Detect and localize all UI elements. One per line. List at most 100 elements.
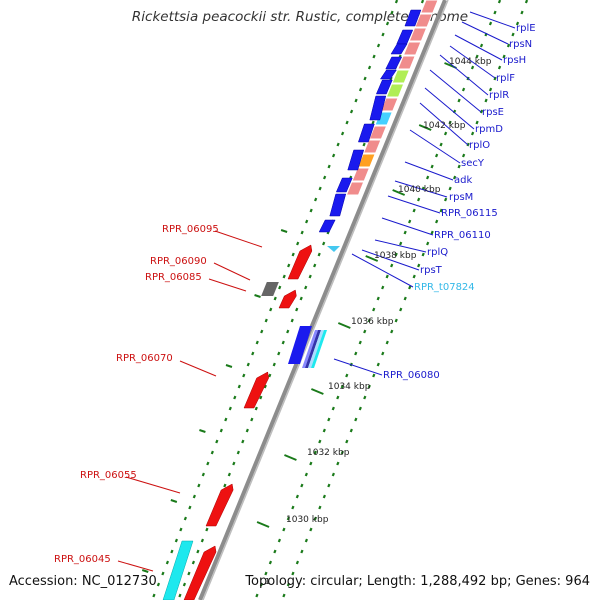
- track-dot: [236, 450, 240, 455]
- leader-line: [374, 239, 427, 253]
- track-dot: [251, 351, 255, 356]
- track-dot: [313, 263, 317, 268]
- track-dot: [358, 340, 362, 345]
- track-dot: [282, 593, 286, 598]
- gene-label-rpsN[interactable]: rpsN: [509, 39, 532, 50]
- track-dot: [282, 274, 286, 279]
- gene-label-rplO[interactable]: rplO: [469, 140, 490, 151]
- track-dot: [259, 582, 264, 587]
- gene-label-RPR_t07824[interactable]: RPR_t07824: [414, 282, 475, 293]
- track-dot: [183, 516, 188, 521]
- gene-label-rpsM[interactable]: rpsM: [449, 192, 473, 203]
- track-dot: [264, 318, 268, 323]
- gene-label-RPR_06095[interactable]: RPR_06095: [162, 224, 219, 235]
- track-dot: [497, 65, 502, 70]
- gene-label-adk[interactable]: adk: [454, 175, 472, 186]
- track-dot: [268, 560, 273, 565]
- track-dot: [385, 21, 390, 26]
- gene-label-secY[interactable]: secY: [461, 158, 485, 169]
- topology-text: Topology: circular; Length: 1,288,492 bp…: [245, 574, 590, 589]
- track-dot: [254, 406, 258, 411]
- track-dot: [430, 230, 434, 235]
- gene-label-RPR_06090[interactable]: RPR_06090: [150, 256, 207, 267]
- track-dot: [277, 351, 281, 356]
- track-dot: [520, 10, 524, 15]
- track-dot: [291, 571, 295, 576]
- gene-label-rpsT[interactable]: rpsT: [420, 265, 443, 276]
- tick-mark: [310, 388, 324, 395]
- tick-mark: [392, 189, 406, 196]
- gene-label-rpmD[interactable]: rpmD: [475, 124, 503, 135]
- gene-label-rpsH[interactable]: rpsH: [503, 55, 526, 66]
- track-dot: [390, 329, 394, 334]
- track-dot: [291, 505, 295, 510]
- track-dot: [327, 164, 331, 169]
- track-dot: [278, 285, 282, 290]
- forward-cds-stripe: [308, 330, 324, 368]
- leader-line: [409, 129, 461, 164]
- forward-cds: [390, 43, 408, 55]
- track-dot: [394, 252, 398, 257]
- track-dot: [385, 340, 389, 345]
- backbone-shadow: [202, 0, 449, 600]
- forward-cds: [358, 123, 375, 143]
- track-dot: [426, 175, 430, 180]
- track-dot: [417, 263, 421, 268]
- leader-line: [394, 180, 448, 198]
- track-dot: [263, 384, 267, 389]
- tick-mark: [170, 499, 178, 503]
- gene-label-rplQ[interactable]: rplQ: [427, 247, 448, 258]
- feature-block: [414, 13, 433, 28]
- gene-label-rplR[interactable]: rplR: [489, 90, 509, 101]
- track-dot: [453, 175, 457, 180]
- track-dot: [439, 208, 443, 213]
- track-dot: [309, 208, 313, 213]
- gene-label-RPR_06110[interactable]: RPR_06110: [434, 230, 491, 241]
- track-dot: [336, 461, 340, 466]
- tick-mark: [284, 454, 297, 461]
- track-dot: [232, 461, 236, 466]
- track-dot: [479, 43, 484, 48]
- track-dot: [506, 43, 511, 48]
- feature-strip: [345, 0, 439, 196]
- track-dot: [304, 285, 308, 290]
- track-dot: [281, 340, 285, 345]
- kbp-label: 1038 kbp: [374, 251, 417, 261]
- leader-line: [333, 358, 383, 376]
- gene-label-RPR_06080[interactable]: RPR_06080: [383, 370, 440, 381]
- track-dot: [349, 428, 353, 433]
- gene-label-RPR_06085[interactable]: RPR_06085: [145, 272, 202, 283]
- gene-label-RPR_06055[interactable]: RPR_06055: [80, 470, 137, 481]
- gene-label-rplE[interactable]: rplE: [516, 23, 536, 34]
- track-dot: [272, 362, 276, 367]
- reverse-cds: [243, 371, 269, 409]
- track-dot: [268, 373, 272, 378]
- track-dot: [515, 21, 520, 26]
- gene-label-RPR_06070[interactable]: RPR_06070: [116, 353, 173, 364]
- track-dot: [327, 483, 331, 488]
- feature-block: [385, 83, 405, 98]
- feature-grey: [261, 282, 279, 296]
- track-dot: [318, 439, 322, 444]
- forward-cds-cyan: [162, 540, 194, 600]
- track-dot: [287, 263, 291, 268]
- gene-label-RPR_06115[interactable]: RPR_06115: [441, 208, 498, 219]
- gene-label-rplF[interactable]: rplF: [496, 73, 515, 84]
- track-dot: [331, 472, 335, 477]
- track-dot: [430, 164, 434, 169]
- gene-features: [162, 9, 422, 600]
- track-dot: [470, 131, 475, 136]
- track-dot: [371, 120, 375, 125]
- forward-cds: [329, 193, 347, 217]
- track-dot: [215, 439, 219, 444]
- track-dot: [448, 186, 452, 191]
- kbp-label: 1030 kbp: [286, 515, 329, 525]
- forward-cds: [347, 149, 365, 171]
- gene-label-RPR_06045[interactable]: RPR_06045: [54, 554, 111, 565]
- track-dot: [322, 241, 326, 246]
- track-dot: [224, 417, 228, 422]
- track-dot: [314, 197, 318, 202]
- track-dot: [161, 571, 165, 576]
- track-dot: [381, 351, 385, 356]
- gene-label-rpsE[interactable]: rpsE: [482, 107, 504, 118]
